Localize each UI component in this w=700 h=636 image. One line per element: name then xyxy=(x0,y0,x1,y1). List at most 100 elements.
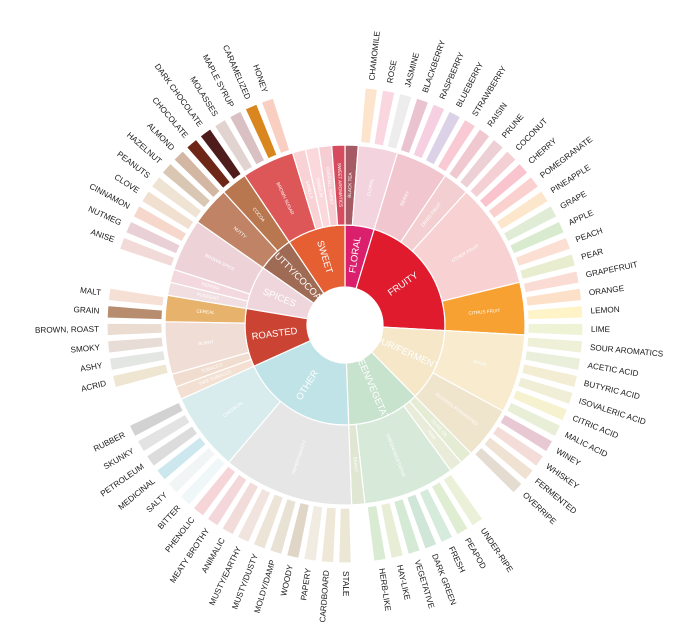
leaf-under-ripe-segment xyxy=(442,473,484,527)
leaf-maple-syrup-segment xyxy=(228,110,266,166)
leaf-raspberry-segment xyxy=(412,103,446,160)
leaf-stale-label: STALE xyxy=(341,571,350,597)
leaf-petroleum-segment xyxy=(145,424,199,468)
leaf-herb-like-segment xyxy=(366,504,387,562)
leaf-pear-label: PEAR xyxy=(580,247,604,262)
leaf-citric-acid-segment xyxy=(511,388,569,422)
leaf-honey-segment xyxy=(260,97,291,155)
leaf-rose-segment xyxy=(373,89,396,147)
leaf-ashy-label: ASHY xyxy=(80,361,104,374)
sub-overall-sweet-label: OVERALL SWEET xyxy=(325,166,334,205)
leaf-whiskey-segment xyxy=(491,424,545,468)
leaf-anise-segment xyxy=(118,236,176,268)
leaf-lime-label: LIME xyxy=(591,325,611,334)
leaf-jasmine-segment xyxy=(386,92,413,151)
leaf-apple-segment xyxy=(508,220,566,255)
leaf-brown-roast-label: BROWN, ROAST xyxy=(35,325,99,335)
leaf-pomegranate-segment xyxy=(487,175,540,220)
wheel-center-hole xyxy=(307,287,383,363)
leaf-medicinal-segment xyxy=(155,435,208,482)
leaf-chamomile-label: CHAMOMILE xyxy=(367,30,381,81)
leaf-raisin-label: RAISIN xyxy=(486,101,509,128)
leaf-chamomile-segment xyxy=(359,87,379,145)
leaf-animalic-segment xyxy=(221,480,260,536)
leaf-cardboard-label: CARDBOARD xyxy=(318,570,331,623)
category-floral-label: FLORAL xyxy=(347,236,363,274)
leaf-lemon-segment xyxy=(526,304,584,321)
leaf-apple-label: APPLE xyxy=(567,208,595,227)
leaf-skunky-segment xyxy=(136,413,192,453)
leaf-phenolic-segment xyxy=(192,465,237,517)
leaf-musty-dusty-segment xyxy=(252,493,285,550)
leaf-musty-earthy-segment xyxy=(236,487,272,544)
leaf-peanuts-segment xyxy=(150,175,203,220)
leaf-peapod-label: PEAPOD xyxy=(463,536,488,570)
leaf-acrid-label: ACRID xyxy=(80,379,107,394)
leaf-malt-label: MALT xyxy=(79,286,101,298)
leaf-cinnamon-segment xyxy=(132,204,188,243)
leaf-blackberry-segment xyxy=(399,97,430,155)
leaf-pear-segment xyxy=(518,253,577,281)
sub-pepper-label: PEPPER xyxy=(201,281,221,291)
leaf-hay-like-segment xyxy=(379,501,405,560)
leaf-pineapple-segment xyxy=(495,189,550,231)
leaf-winey-label: WINEY xyxy=(554,446,582,468)
leaf-acetic-acid-label: ACETIC ACID xyxy=(587,361,639,378)
leaf-nutmeg-label: NUTMEG xyxy=(87,205,123,228)
leaf-cardboard-segment xyxy=(320,506,337,564)
leaf-ashy-segment xyxy=(108,349,167,372)
sub-sour-label: SOUR xyxy=(473,359,488,368)
leaf-isovaleric-acid-segment xyxy=(516,376,574,406)
leaf-bitter-label: BITTER xyxy=(156,503,182,531)
leaf-peach-segment xyxy=(514,236,572,268)
sub-sweet-aromatics-segment xyxy=(331,144,346,226)
leaf-butyric-acid-label: BUTYRIC ACID xyxy=(583,379,641,401)
leaf-lime-segment xyxy=(527,322,584,337)
leaf-peapod-segment xyxy=(430,480,469,536)
leaf-jasmine-label: JASMINE xyxy=(403,51,421,88)
sub-sweet-aromatics-label: SWEET AROMATICS xyxy=(337,163,344,207)
leaf-malic-acid-segment xyxy=(505,401,562,438)
leaf-grapefruit-segment xyxy=(522,270,580,294)
leaf-grape-segment xyxy=(502,204,558,243)
leaf-honey-label: HONEY xyxy=(251,63,269,94)
leaf-dark-chocolate-segment xyxy=(199,127,243,181)
sub-raw-label: RAW xyxy=(426,429,437,441)
leaf-acrid-segment xyxy=(111,363,170,389)
leaf-cherry-segment xyxy=(478,162,529,209)
leaf-blueberry-segment xyxy=(424,110,462,166)
leaf-fermented-segment xyxy=(482,435,535,482)
leaf-winey-segment xyxy=(498,413,554,453)
sub-cereal-label: CEREAL xyxy=(196,308,215,315)
leaf-malt-segment xyxy=(107,287,165,307)
leaf-strawberry-segment xyxy=(436,118,477,173)
leaf-coconut-segment xyxy=(468,149,518,199)
leaf-dark-chocolate-label: DARK CHOCOLATE xyxy=(153,62,205,129)
leaf-prune-label: PRUNE xyxy=(500,112,526,140)
leaf-caramelized-segment xyxy=(244,103,278,160)
leaf-prune-segment xyxy=(458,138,505,190)
leaf-brown-roast-segment xyxy=(106,322,163,337)
sub-pungent-label: PUNGENT xyxy=(196,292,219,301)
leaf-rubber-segment xyxy=(128,401,185,438)
leaf-clove-segment xyxy=(140,189,195,231)
leaf-almond-segment xyxy=(172,149,222,199)
leaf-sour-aromatics-label: SOUR AROMATICS xyxy=(590,343,665,359)
sub-berry-label: BERRY xyxy=(399,190,410,206)
sub-burnt-label: BURNT xyxy=(198,339,215,346)
leaf-salty-segment xyxy=(166,446,217,494)
leaf-orange-segment xyxy=(525,287,583,307)
leaf-vegetative-label: VEGETATIVE xyxy=(413,559,436,610)
leaf-anise-label: ANISE xyxy=(89,227,116,244)
leaf-nutmeg-segment xyxy=(124,220,182,255)
leaf-hazelnut-segment xyxy=(161,162,212,209)
leaf-stale-segment xyxy=(338,507,352,564)
leaf-rose-label: ROSE xyxy=(385,59,398,84)
leaf-rubber-label: RUBBER xyxy=(92,430,127,453)
leaf-sour-aromatics-segment xyxy=(526,336,584,354)
sub-floral-label: FLORAL xyxy=(366,178,374,197)
leaf-dark-green-segment xyxy=(405,493,438,550)
leaf-grain-label: GRAIN xyxy=(73,305,99,315)
